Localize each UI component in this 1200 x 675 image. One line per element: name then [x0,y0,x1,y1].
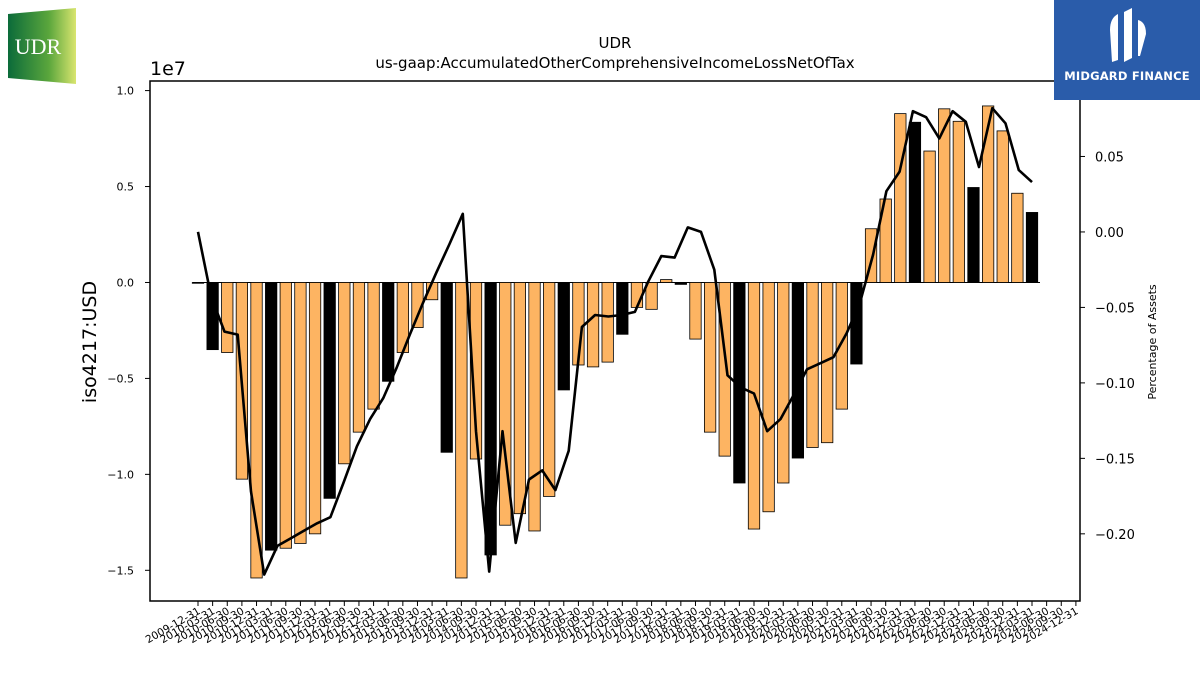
midgard-finance-text: MIDGARD FINANCE [1064,69,1190,83]
bar [967,187,980,283]
bar [543,282,556,497]
udr-logo-text: UDR [15,34,62,59]
y-tick-label: −0.5 [107,372,134,385]
bar [850,282,863,365]
bar [1011,192,1024,283]
bar [674,282,687,285]
bar [864,228,878,283]
chart-subtitle: us-gaap:AccumulatedOtherComprehensiveInc… [375,54,854,72]
y-tick-label: 1.0 [117,85,135,98]
bar [601,282,614,363]
bar [718,282,731,457]
bar [747,282,761,530]
bar [923,150,936,283]
y2-tick-label: 0.05 [1095,150,1124,165]
bar [382,282,395,382]
bar [660,279,673,283]
bar [938,108,951,283]
bar [338,282,351,465]
bar [733,282,746,484]
bar [586,282,600,368]
bar [616,282,629,335]
bar [191,282,205,284]
bar [294,282,307,544]
bar [352,282,366,433]
bar [835,282,848,410]
bar [455,282,468,579]
bar [206,282,219,351]
bar [908,121,922,283]
bar [440,282,453,453]
bar [265,282,278,551]
bar [469,282,483,460]
bar [557,282,570,391]
bar [1025,212,1039,283]
bar [981,105,995,283]
plot-area: −1.5 −1.0 −0.5 0.0 0.5 1.0 −0.20 −0.15 −0.10 −0.0… [107,80,1135,646]
y-tick-label: −1.0 [107,468,134,481]
chart-title: UDR [599,34,632,52]
bar [513,282,527,515]
udr-logo: UDR [8,8,76,84]
bar [645,282,658,310]
y-tick-label: −1.5 [107,564,134,577]
bar [791,282,805,459]
line-series-percentage-of-assets [196,106,1033,576]
y2-tick-label: −0.20 [1095,528,1135,543]
plot-frame [149,80,1081,602]
bar [894,113,907,283]
bar [308,282,322,535]
y-tick-label: 0.0 [117,276,135,289]
bar [703,282,717,433]
y2-tick-label: 0.00 [1095,226,1124,241]
bar [996,130,1009,283]
y-axis-label: iso4217:USD [79,281,101,403]
y2-tick-label: −0.05 [1095,301,1135,316]
y2-tick-label: −0.15 [1095,452,1135,467]
y-tick-label: 0.5 [117,181,135,194]
bar [689,282,702,340]
midgard-mark-icon [1110,8,1146,62]
bar [952,120,965,283]
bar [250,282,263,579]
y2-axis-label: Percentage of Assets [1146,284,1159,400]
bar [528,282,541,532]
bar [323,282,336,499]
midgard-finance-logo: MIDGARD FINANCE [1054,0,1200,100]
bar [777,282,790,484]
bar [221,282,234,353]
bar [279,282,292,549]
bar [762,282,775,513]
y2-tick-label: −0.10 [1095,377,1135,392]
y-offset-label: 1e7 [150,58,186,80]
bar [367,282,380,410]
bar [499,282,512,526]
